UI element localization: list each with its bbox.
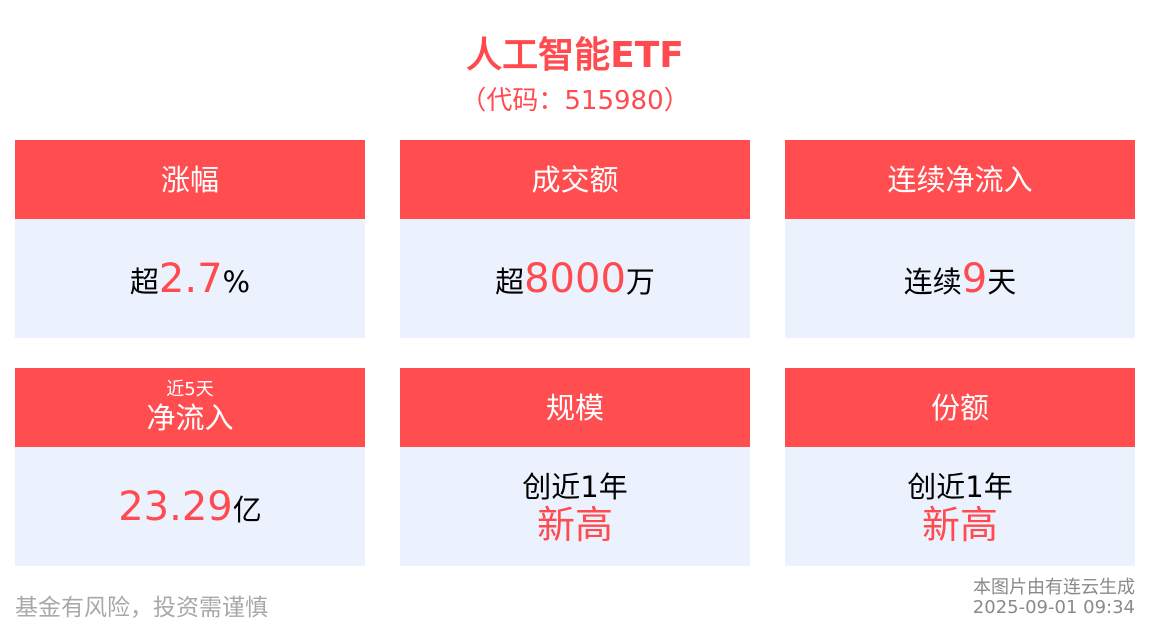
card-body: 23.29亿 [15, 447, 365, 566]
card-sublabel: 近5天 [166, 378, 214, 400]
page-title: 人工智能ETF [466, 35, 684, 76]
card-turnover: 成交额 超8000万 [400, 140, 750, 338]
card-body: 创近1年 新高 [785, 447, 1135, 566]
card-net-inflow: 近5天 净流入 23.29亿 [15, 368, 365, 566]
card-header: 成交额 [400, 140, 750, 219]
prefix: 超 [129, 264, 159, 299]
card-consecutive-inflow: 连续净流入 连续9天 [785, 140, 1135, 338]
card-header: 连续净流入 [785, 140, 1135, 219]
risk-disclaimer: 基金有风险，投资需谨慎 [15, 595, 268, 621]
card-header: 份额 [785, 368, 1135, 447]
value: 23.29 [118, 483, 233, 530]
card-label: 份额 [930, 390, 989, 425]
line1: 创近1年 [522, 469, 628, 504]
suffix: % [222, 264, 251, 299]
fund-code: （代码：515980） [460, 86, 690, 116]
timestamp: 2025-09-01 09:34 [972, 597, 1135, 618]
card-body: 创近1年 新高 [400, 447, 750, 566]
line2: 新高 [921, 502, 998, 547]
card-header: 近5天 净流入 [15, 368, 365, 447]
card-body: 超8000万 [400, 219, 750, 338]
card-header: 涨幅 [15, 140, 365, 219]
card-label: 涨幅 [160, 162, 219, 197]
card-body: 连续9天 [785, 219, 1135, 338]
card-header: 规模 [400, 368, 750, 447]
value: 9 [961, 255, 988, 302]
line1: 创近1年 [907, 469, 1013, 504]
card-shares: 份额 创近1年 新高 [785, 368, 1135, 566]
card-change: 涨幅 超2.7% [15, 140, 365, 338]
suffix: 亿 [232, 492, 262, 527]
prefix: 连续 [903, 264, 962, 299]
generator-text: 本图片由有连云生成 [973, 577, 1135, 598]
value: 8000 [524, 255, 626, 302]
card-label: 净流入 [146, 400, 234, 435]
line2: 新高 [536, 502, 613, 547]
card-label: 连续净流入 [887, 162, 1033, 197]
generator-info: 本图片由有连云生成 2025-09-01 09:34 [973, 578, 1135, 618]
card-label: 规模 [545, 390, 604, 425]
prefix: 超 [495, 264, 525, 299]
suffix: 万 [625, 264, 655, 299]
card-label: 成交额 [531, 162, 619, 197]
card-scale: 规模 创近1年 新高 [400, 368, 750, 566]
card-body: 超2.7% [15, 219, 365, 338]
suffix: 天 [987, 264, 1017, 299]
value: 2.7 [158, 255, 223, 302]
